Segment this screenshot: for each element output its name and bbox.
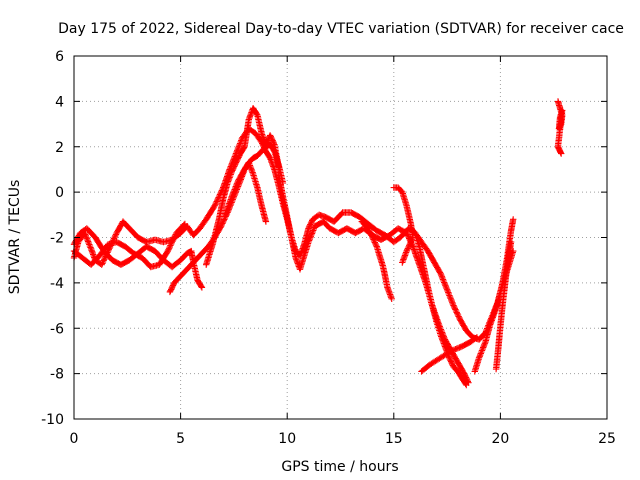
series-track-6 xyxy=(222,159,270,225)
series-track-1 xyxy=(70,125,472,386)
x-tick-label: 20 xyxy=(491,431,509,447)
series-track-14 xyxy=(554,98,566,157)
x-tick-label: 25 xyxy=(598,431,616,447)
x-tick-labels: 0 5 10 15 20 25 xyxy=(70,431,616,447)
data-point-markers xyxy=(492,238,515,373)
y-tick-label: -2 xyxy=(50,231,64,247)
data-point-markers xyxy=(418,334,481,375)
x-tick-label: 5 xyxy=(176,431,185,447)
y-tick-label: -4 xyxy=(50,276,64,292)
y-tick-label: 6 xyxy=(55,49,64,65)
y-tick-label: 2 xyxy=(55,140,64,156)
y-axis-label: SDTVAR / TECUs xyxy=(7,180,23,295)
y-tick-labels: -10 -8 -6 -4 -2 0 2 4 6 xyxy=(41,49,64,428)
data-point-markers xyxy=(358,218,395,302)
data-point-markers xyxy=(554,98,566,157)
series-track-8 xyxy=(358,218,395,302)
y-tick-label: -10 xyxy=(41,412,64,428)
x-tick-label: 10 xyxy=(278,431,296,447)
data-point-markers xyxy=(70,125,472,386)
series-track-13 xyxy=(492,238,515,373)
y-tick-label: 4 xyxy=(55,94,64,110)
grid-lines xyxy=(74,56,607,419)
y-tick-label: -6 xyxy=(50,321,64,337)
y-tick-label: 0 xyxy=(55,185,64,201)
data-points xyxy=(70,98,566,389)
series-track-11 xyxy=(418,334,481,375)
chart-title: Day 175 of 2022, Sidereal Day-to-day VTE… xyxy=(58,21,624,37)
x-axis-label: GPS time / hours xyxy=(281,459,398,475)
x-tick-label: 0 xyxy=(70,431,79,447)
x-tick-label: 15 xyxy=(385,431,403,447)
data-point-markers xyxy=(203,105,282,268)
series-track-5 xyxy=(203,105,282,268)
axis-ticks xyxy=(73,55,608,420)
data-point-markers xyxy=(222,159,270,225)
y-tick-label: -8 xyxy=(50,367,64,383)
